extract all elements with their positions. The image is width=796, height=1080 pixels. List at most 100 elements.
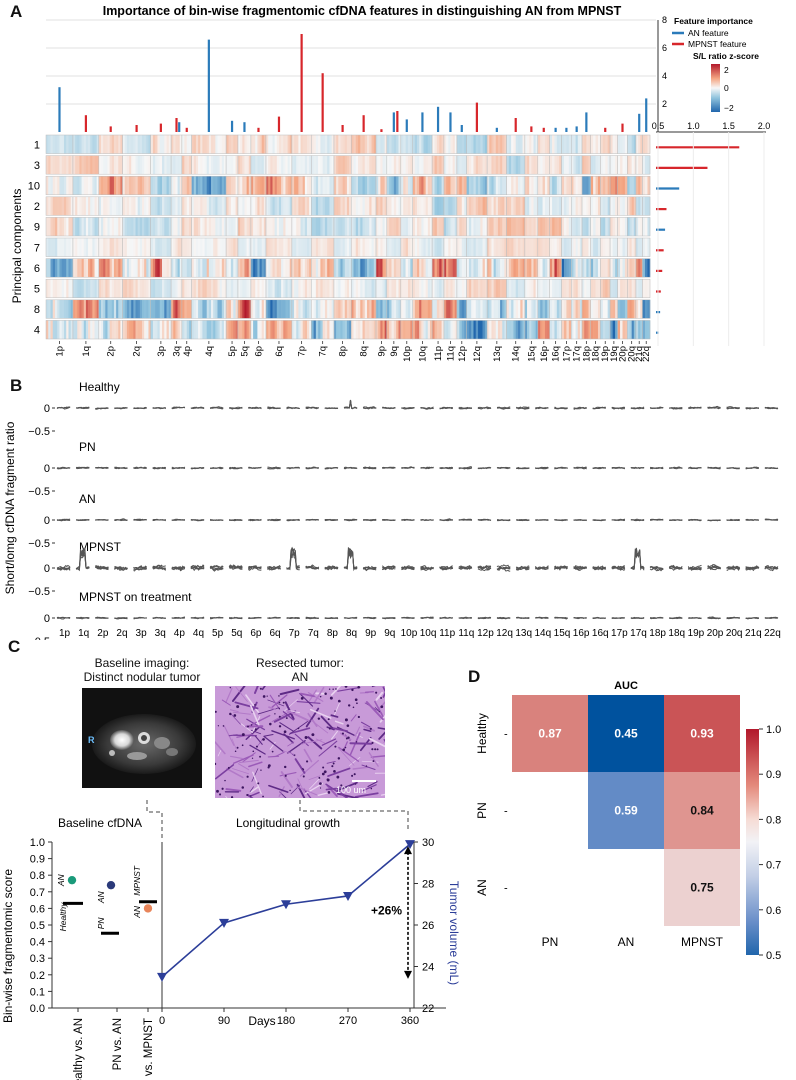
heat-cell [561, 217, 565, 236]
ratio-trace [573, 518, 587, 522]
ratio-trace [726, 617, 740, 619]
heat-cell [61, 258, 65, 278]
heat-cell [198, 299, 201, 319]
heat-cell [346, 155, 350, 175]
track-ytick-zero: 0 [44, 403, 50, 415]
heat-cell [531, 176, 534, 195]
heat-cell [549, 299, 553, 319]
heat-cell [640, 155, 643, 175]
heat-cell [544, 258, 548, 278]
heat-cell [57, 217, 60, 236]
heat-cell [360, 176, 363, 195]
histology-fiber [269, 741, 276, 750]
heat-cell [242, 135, 245, 154]
heat-cell [524, 299, 528, 319]
heat-cell [362, 217, 366, 236]
heat-cell [276, 299, 280, 319]
heat-cell [173, 320, 176, 339]
heat-cell [327, 320, 330, 339]
heat-cell [173, 155, 176, 175]
heat-cell [468, 155, 472, 175]
heat-cell [461, 217, 465, 236]
histology-nucleus [354, 783, 357, 785]
heat-cell [200, 135, 203, 154]
heat-cell [441, 320, 445, 339]
heat-cell [487, 258, 490, 278]
heat-cell [131, 176, 134, 195]
heat-cell [202, 196, 205, 216]
heat-cell [281, 196, 284, 216]
heat-cell [191, 196, 195, 216]
heat-cell [520, 299, 523, 319]
heat-cell [607, 299, 611, 319]
heat-cell [242, 217, 245, 236]
heat-cell [407, 196, 411, 216]
heat-cell [96, 217, 100, 236]
heat-cell [202, 176, 205, 195]
heat-cell [423, 176, 426, 195]
ratio-trace [229, 518, 243, 522]
heat-cell [360, 135, 363, 154]
ratio-trace [247, 566, 262, 571]
heat-cell [456, 258, 460, 278]
heat-cell [495, 176, 499, 195]
heat-cell [364, 299, 368, 319]
heat-cell [179, 258, 183, 278]
heat-cell [575, 196, 579, 216]
heat-cell [617, 196, 621, 216]
heat-cell [605, 238, 608, 257]
heat-cell [307, 135, 310, 154]
heat-cell [237, 238, 241, 257]
heat-cell [313, 299, 317, 319]
histology-nucleus [233, 714, 237, 717]
heat-cell [75, 196, 78, 216]
histology-nucleus [334, 745, 337, 748]
heat-cell [57, 279, 60, 298]
heat-cell [246, 176, 250, 195]
heat-cell [202, 299, 205, 319]
heat-cell [152, 299, 156, 319]
heat-cell [595, 299, 599, 319]
ratio-trace [305, 519, 320, 521]
heat-cell [407, 299, 411, 319]
heat-cell [88, 299, 91, 319]
heat-cell [351, 258, 354, 278]
heat-cell [579, 279, 583, 298]
heat-cell [542, 279, 546, 298]
heat-cell [116, 258, 119, 278]
heat-cell [559, 299, 562, 319]
histology-fiber [236, 733, 254, 738]
ratio-trace [554, 565, 568, 570]
histology-nucleus [227, 766, 230, 769]
ratio-trace [688, 406, 702, 409]
heat-cell [410, 196, 414, 216]
heat-cell [133, 217, 136, 236]
heat-cell [369, 279, 372, 298]
heat-cell [298, 135, 301, 154]
row-label-AN: AN [476, 879, 489, 896]
heat-cell [195, 176, 199, 195]
heat-cell [118, 279, 121, 298]
heat-cell [482, 196, 486, 216]
heat-cell [75, 217, 78, 236]
heat-cell [186, 299, 190, 319]
heat-cell [398, 135, 402, 154]
heat-cell [425, 196, 429, 216]
arm-tick-labels: 1p 1q 2p 2q 3p 3q 4p 4q 5p 5q 6p 6q 7p 7q 8p 8q 9p 9q 10p 1… [54, 341, 652, 362]
heat-cell [90, 279, 93, 298]
heat-cell [396, 155, 399, 175]
section-longitudinal-growth: Longitudinal growth [236, 816, 340, 830]
heat-cell [296, 299, 299, 319]
heat-cell [118, 258, 121, 278]
histology-nucleus [302, 775, 305, 778]
heat-cell [164, 238, 167, 257]
heat-cell [638, 217, 641, 236]
heat-cell [441, 279, 445, 298]
heat-cell [573, 135, 576, 154]
col-label-AN: AN [618, 935, 635, 949]
heat-cell [600, 279, 604, 298]
baseline-imaging-line1: Baseline imaging: [94, 656, 190, 670]
heat-cell [215, 196, 218, 216]
heat-cell [300, 135, 303, 154]
